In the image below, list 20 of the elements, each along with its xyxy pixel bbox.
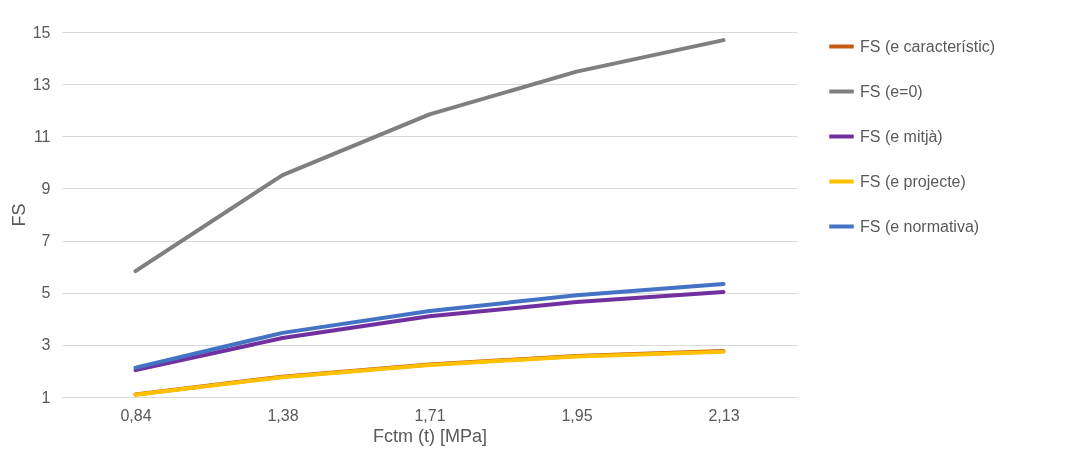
y-tick-label: 9	[41, 179, 51, 197]
y-tick-label: 11	[33, 127, 51, 145]
legend-label: FS (e característic)	[860, 37, 996, 55]
y-tick-label: 5	[41, 284, 51, 302]
y-tick-label: 1	[41, 388, 51, 406]
legend-label: FS (e mitjà)	[860, 127, 943, 145]
y-tick-label: 13	[32, 75, 51, 93]
x-tick-label: 1,95	[561, 406, 593, 424]
x-tick-label: 1,38	[267, 406, 299, 424]
x-tick-label: 2,13	[708, 406, 740, 424]
y-axis-title: FS	[8, 203, 29, 227]
y-tick-label: 15	[32, 23, 51, 41]
legend-label: FS (e=0)	[860, 82, 923, 100]
y-tick-label: 7	[41, 232, 51, 250]
x-tick-label: 1,71	[414, 406, 446, 424]
legend-label: FS (e projecte)	[860, 172, 966, 190]
legend-label: FS (e normativa)	[860, 217, 980, 235]
y-tick-label: 3	[41, 336, 51, 354]
x-axis-title: Fctm (t) [MPa]	[373, 425, 487, 446]
x-tick-label: 0,84	[120, 406, 152, 424]
